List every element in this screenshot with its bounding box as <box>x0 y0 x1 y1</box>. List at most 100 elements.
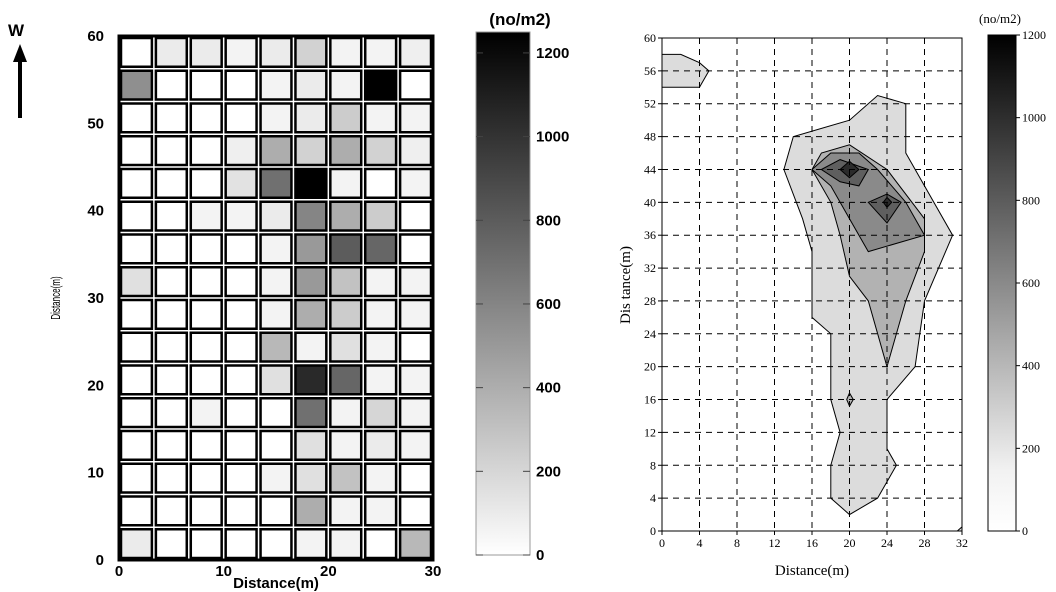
heatmap-cell <box>329 102 363 134</box>
contour-colorbar-tick-label: 1000 <box>1022 111 1046 125</box>
contour-y-tick-label: 20 <box>644 360 656 374</box>
heatmap-cell <box>329 462 363 494</box>
heatmap-cell <box>259 266 293 298</box>
heatmap-panel: 0 10 20 30 40 50 60 0 10 20 30 Distance(m) Distan… <box>49 28 441 592</box>
heatmap-cell <box>224 331 258 363</box>
heatmap-cell <box>329 36 363 68</box>
heatmap-cell <box>154 331 189 363</box>
heatmap-cell <box>363 200 398 232</box>
heatmap-y-tick-label: 60 <box>87 28 104 45</box>
heatmap-cell <box>294 298 328 330</box>
heatmap-cell <box>224 364 258 396</box>
heatmap-x-tick-label: 0 <box>115 563 123 580</box>
heatmap-cell <box>189 495 223 527</box>
heatmap-cell <box>154 364 189 396</box>
contour-y-tick-label: 44 <box>644 162 656 176</box>
heatmap-y-tick-label: 50 <box>87 115 104 132</box>
heatmap-cell <box>259 36 293 68</box>
heatmap-cell <box>154 135 189 167</box>
heatmap-cell <box>119 233 154 265</box>
heatmap-cell <box>154 495 189 527</box>
heatmap-cell <box>154 429 189 461</box>
heatmap-cell <box>224 200 258 232</box>
heatmap-cell <box>189 528 223 560</box>
contour-x-tick-label: 16 <box>806 536 818 550</box>
heatmap-cell <box>189 331 223 363</box>
heatmap-cell <box>189 364 223 396</box>
heatmap-cell <box>363 233 398 265</box>
heatmap-cell <box>224 36 258 68</box>
heatmap-cell <box>259 364 293 396</box>
contour-x-tick-label: 24 <box>881 536 893 550</box>
heatmap-cell <box>398 528 433 560</box>
contour-y-tick-label: 36 <box>644 228 656 242</box>
heatmap-cell <box>363 298 398 330</box>
heatmap-cell <box>329 298 363 330</box>
contour-level-800 <box>867 193 902 224</box>
heatmap-cell <box>259 233 293 265</box>
heatmap-cell <box>294 69 328 101</box>
heatmap-cell <box>224 135 258 167</box>
contour-x-tick-label: 12 <box>769 536 781 550</box>
heatmap-cell <box>119 429 154 461</box>
heatmap-cell <box>259 462 293 494</box>
heatmap-cell <box>329 233 363 265</box>
contour-y-tick-label: 40 <box>644 195 656 209</box>
heatmap-cell <box>363 495 398 527</box>
heatmap-cell <box>224 167 258 199</box>
contour-y-tick-label: 48 <box>644 130 656 144</box>
contour-y-tick-label: 24 <box>644 327 656 341</box>
heatmap-cell <box>189 167 223 199</box>
heatmap-cell <box>259 331 293 363</box>
heatmap-colorbar-tick-label: 200 <box>536 463 561 480</box>
heatmap-cell <box>363 528 398 560</box>
heatmap-cell <box>363 266 398 298</box>
contour-y-axis-title: Dis tance(m) <box>618 246 634 324</box>
heatmap-x-tick-label: 20 <box>320 563 337 580</box>
heatmap-colorbar-tick-label: 600 <box>536 296 561 313</box>
heatmap-cell <box>259 200 293 232</box>
contour-colorbar-gradient <box>987 34 1017 532</box>
heatmap-cell <box>119 36 154 68</box>
heatmap-cell <box>329 364 363 396</box>
heatmap-cell <box>119 331 154 363</box>
heatmap-cell <box>363 135 398 167</box>
heatmap-y-tick-label: 20 <box>87 377 104 394</box>
heatmap-y-tick-label: 0 <box>96 552 104 569</box>
heatmap-y-tick-label: 30 <box>87 290 104 307</box>
heatmap-cell <box>363 167 398 199</box>
heatmap-colorbar-ticks: 0 200 400 600 800 1000 1200 <box>476 45 569 564</box>
heatmap-cell <box>259 102 293 134</box>
heatmap-cell <box>294 364 328 396</box>
heatmap-x-axis-title: Distance(m) <box>233 575 319 592</box>
heatmap-cell <box>294 528 328 560</box>
contour-y-tick-label: 28 <box>644 294 656 308</box>
contour-y-tick-label: 4 <box>650 491 656 505</box>
contour-y-tick-label: 52 <box>644 97 656 111</box>
heatmap-cell <box>363 102 398 134</box>
heatmap-y-tick-labels: 0 10 20 30 40 50 60 <box>87 28 104 569</box>
heatmap-cell <box>329 429 363 461</box>
contour-y-tick-label: 16 <box>644 393 656 407</box>
heatmap-cell <box>398 397 433 429</box>
heatmap-cell <box>224 397 258 429</box>
heatmap-x-tick-labels: 0 10 20 30 <box>115 563 442 580</box>
heatmap-cell <box>119 200 154 232</box>
heatmap-cell <box>119 397 154 429</box>
heatmap-cell <box>154 397 189 429</box>
heatmap-cell <box>259 429 293 461</box>
heatmap-cell <box>398 233 433 265</box>
heatmap-cell <box>363 36 398 68</box>
contour-colorbar: (no/m2) 0 200 400 600 800 1000 1200 <box>979 11 1046 538</box>
north-arrow: W <box>8 21 27 118</box>
contour-y-tick-label: 60 <box>644 31 656 45</box>
heatmap-cell <box>329 200 363 232</box>
contour-y-tick-label: 32 <box>644 261 656 275</box>
heatmap-cell <box>398 364 433 396</box>
heatmap-cell <box>294 331 328 363</box>
heatmap-cell <box>398 462 433 494</box>
heatmap-cell <box>224 102 258 134</box>
heatmap-cell <box>154 167 189 199</box>
heatmap-cell <box>329 528 363 560</box>
heatmap-cell <box>363 397 398 429</box>
